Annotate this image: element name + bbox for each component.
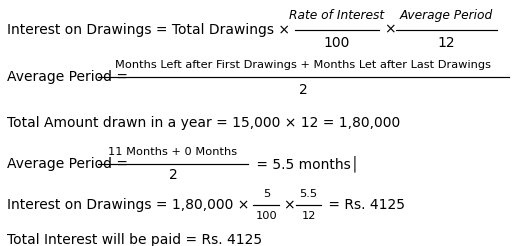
Text: 2: 2 [299, 83, 307, 97]
Text: = Rs. 4125: = Rs. 4125 [324, 199, 405, 212]
Text: 100: 100 [323, 36, 350, 50]
Text: Average Period =: Average Period = [7, 157, 132, 170]
Text: Average Period: Average Period [400, 10, 493, 22]
Text: Total Interest will be paid = Rs. 4125: Total Interest will be paid = Rs. 4125 [7, 233, 262, 246]
Text: Interest on Drawings = Total Drawings ×: Interest on Drawings = Total Drawings × [7, 23, 294, 36]
Text: Rate of Interest: Rate of Interest [289, 10, 384, 22]
Text: 11 Months + 0 Months: 11 Months + 0 Months [109, 147, 237, 157]
Text: ×: × [384, 23, 396, 36]
Text: ×: × [283, 199, 295, 212]
Text: Months Left after First Drawings + Months Let after Last Drawings: Months Left after First Drawings + Month… [115, 60, 491, 70]
Text: 100: 100 [255, 212, 277, 221]
Text: = 5.5 months│: = 5.5 months│ [252, 155, 359, 172]
Text: 5: 5 [263, 189, 270, 199]
Text: Interest on Drawings = 1,80,000 ×: Interest on Drawings = 1,80,000 × [7, 199, 253, 212]
Text: 12: 12 [301, 212, 316, 221]
Text: 2: 2 [169, 169, 177, 182]
Text: Total Amount drawn in a year = 15,000 × 12 = 1,80,000: Total Amount drawn in a year = 15,000 × … [7, 116, 400, 130]
Text: 5.5: 5.5 [299, 189, 318, 199]
Text: Average Period =: Average Period = [7, 71, 132, 84]
Text: 12: 12 [437, 36, 455, 50]
